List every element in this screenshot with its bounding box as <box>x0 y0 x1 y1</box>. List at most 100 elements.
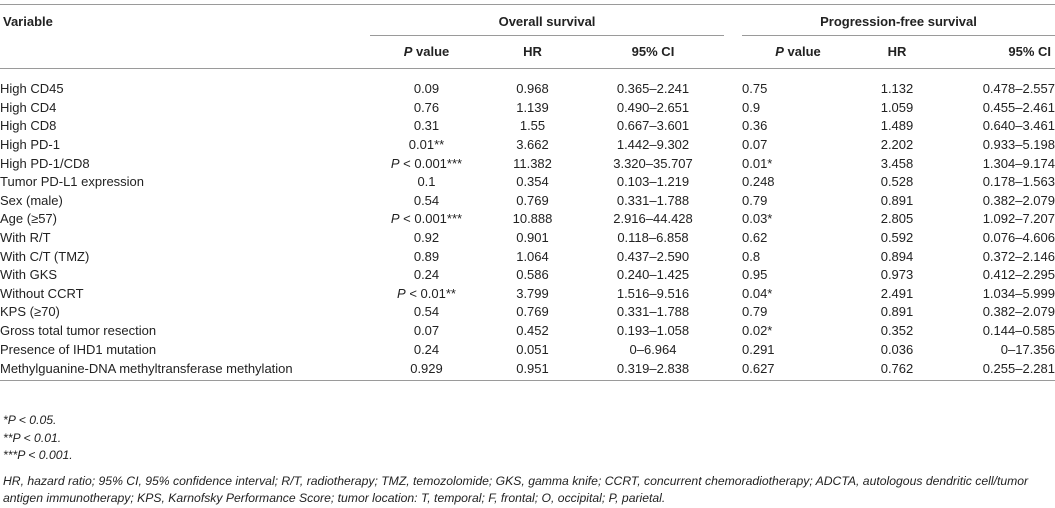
variable-cell: Tumor PD-L1 expression <box>0 174 145 190</box>
os-hr-cell: 0.769 <box>516 192 549 208</box>
pfs-hr-cell: 0.762 <box>854 358 940 381</box>
gap-cell <box>724 303 742 322</box>
variable-cell: With GKS <box>0 267 58 283</box>
pfs-hr-cell: 1.132 <box>880 81 914 97</box>
os-ci-cell: 0.437–2.590 <box>616 248 690 264</box>
variable-cell: Sex (male) <box>0 192 63 208</box>
pfs-ci-cell: 0.382–2.079 <box>982 304 1055 320</box>
os-p-value-cell: 0.54 <box>413 304 440 320</box>
os-ci-cell: 0–6.964 <box>629 341 677 357</box>
variable-cell: Presence of IHD1 mutation <box>0 341 157 357</box>
pfs-p-value-cell: 0.248 <box>742 174 775 190</box>
pfs-ci-cell: 1.034–5.999 <box>982 285 1055 301</box>
table-row: With R/T 0.92 0.901 0.118–6.858 0.62 0.592 0.0… <box>0 229 1055 248</box>
os-ci-cell: 0.365–2.241 <box>616 81 690 97</box>
pfs-hr-cell: 1.059 <box>880 99 914 115</box>
os-hr-cell: 0.901 <box>516 230 549 246</box>
pfs-ci-cell: 0.076–4.606 <box>982 230 1055 246</box>
variable-cell: High PD-1 <box>0 137 60 153</box>
table-row: High CD8 0.31 1.55 0.667–3.601 0.36 1.489 0.64… <box>0 117 1055 136</box>
variable-cell: Gross total tumor resection <box>0 323 157 339</box>
os-hr-cell: 3.662 <box>516 137 549 153</box>
os-hr-cell: 1.55 <box>519 118 546 134</box>
os-p-value-cell: 0.929 <box>370 358 483 381</box>
os-p-value-cell: P < 0.001*** <box>390 155 463 171</box>
pfs-p-value-cell: 0.75 <box>742 81 768 97</box>
variable-cell: Without CCRT <box>0 285 84 301</box>
os-hr-header: HR <box>483 35 582 69</box>
pfs-ci-cell: 0.640–3.461 <box>982 118 1055 134</box>
os-p-value-cell: 0.24 <box>413 341 440 357</box>
footnote-abbreviations: HR, hazard ratio; 95% CI, 95% confidence… <box>3 473 1029 506</box>
os-hr-cell: 3.799 <box>516 285 549 301</box>
os-ci-cell: 1.516–9.516 <box>616 285 690 301</box>
pfs-ci-cell: 1.304–9.174 <box>982 155 1055 171</box>
pfs-hr-header: HR <box>854 35 940 69</box>
top-rule <box>0 4 1055 5</box>
os-ci-cell: 0.193–1.058 <box>616 323 690 339</box>
os-hr-cell: 0.951 <box>483 358 582 381</box>
os-p-value-cell: 0.24 <box>413 267 440 283</box>
os-ci-cell: 3.320–35.707 <box>613 155 693 171</box>
table-row: Gross total tumor resection 0.07 0.452 0.19… <box>0 322 1055 341</box>
pfs-ci-cell: 0.933–5.198 <box>982 137 1055 153</box>
gap-cell <box>724 173 742 192</box>
overall-survival-header: Overall survival <box>370 6 724 36</box>
os-p-value-cell: 0.76 <box>413 99 440 115</box>
os-hr-cell: 0.586 <box>516 267 549 283</box>
os-p-value-cell: 0.89 <box>413 248 440 264</box>
os-p-value-cell: 0.09 <box>413 81 440 97</box>
os-ci-cell: 2.916–44.428 <box>613 211 693 227</box>
pfs-hr-cell: 2.491 <box>880 285 914 301</box>
pfs-p-value-cell: 0.79 <box>742 192 768 208</box>
gap-cell <box>724 266 742 285</box>
os-hr-cell: 0.354 <box>516 174 549 190</box>
variable-cell: High PD-1/CD8 <box>0 155 90 171</box>
blank-header <box>0 35 370 69</box>
pfs-ci-cell: 0–17.356 <box>1000 341 1055 357</box>
os-ci-cell: 0.319–2.838 <box>582 358 724 381</box>
os-p-value-header: P value <box>370 35 483 69</box>
table-row: High CD45 0.09 0.968 0.365–2.241 0.75 1.132 0.… <box>0 80 1055 99</box>
table-row: Age (≥57) P < 0.001*** 10.888 2.916–44.428 0… <box>0 210 1055 229</box>
variable-cell: KPS (≥70) <box>0 304 60 320</box>
gap-cell <box>724 340 742 359</box>
pfs-p-value-cell: 0.01* <box>742 155 773 171</box>
variable-cell: With R/T <box>0 230 51 246</box>
os-p-value-cell: 0.31 <box>413 118 440 134</box>
variable-cell: With C/T (TMZ) <box>0 248 90 264</box>
variable-cell: High CD4 <box>0 99 57 115</box>
table-row: High PD-1/CD8 P < 0.001*** 11.382 3.320–35.… <box>0 154 1055 173</box>
survival-table: Variable Overall survival Progression-fr… <box>0 6 1055 381</box>
variable-cell: Age (≥57) <box>0 211 57 227</box>
header-gap <box>724 35 742 69</box>
pfs-p-value-header: P value <box>742 35 854 69</box>
pfs-hr-cell: 0.891 <box>880 304 914 320</box>
pfs-p-value-cell: 0.79 <box>742 304 768 320</box>
gap-cell <box>724 136 742 155</box>
pfs-ci-cell: 1.092–7.207 <box>982 211 1055 227</box>
pfs-hr-cell: 0.528 <box>880 174 914 190</box>
gap-cell <box>724 80 742 99</box>
table-row: High CD4 0.76 1.139 0.490–2.651 0.9 1.059 0.45… <box>0 99 1055 118</box>
group-header-row: Variable Overall survival Progression-fr… <box>0 6 1055 36</box>
pfs-ci-cell: 0.478–2.557 <box>982 81 1055 97</box>
os-p-value-cell: 0.92 <box>413 230 440 246</box>
gap-cell <box>724 99 742 118</box>
pfs-p-value-cell: 0.9 <box>742 99 761 115</box>
os-p-value-cell: P < 0.001*** <box>390 211 463 227</box>
variable-header: Variable <box>3 13 53 29</box>
pfs-ci-cell: 0.382–2.079 <box>982 192 1055 208</box>
os-ci-cell: 0.667–3.601 <box>616 118 690 134</box>
os-ci-cell: 0.490–2.651 <box>616 99 690 115</box>
os-hr-cell: 1.139 <box>516 99 549 115</box>
table-row: Methylguanine-DNA methyltransferase meth… <box>0 358 1055 381</box>
os-ci-cell: 0.118–6.858 <box>617 230 689 246</box>
pfs-hr-cell: 0.592 <box>880 230 914 246</box>
footnote-p01: **P < 0.01. <box>3 430 62 445</box>
gap-cell <box>724 247 742 266</box>
os-ci-cell: 0.331–1.788 <box>616 192 690 208</box>
pfs-ci-cell: 0.255–2.281 <box>940 358 1055 381</box>
os-p-value-cell: 0.54 <box>413 192 440 208</box>
